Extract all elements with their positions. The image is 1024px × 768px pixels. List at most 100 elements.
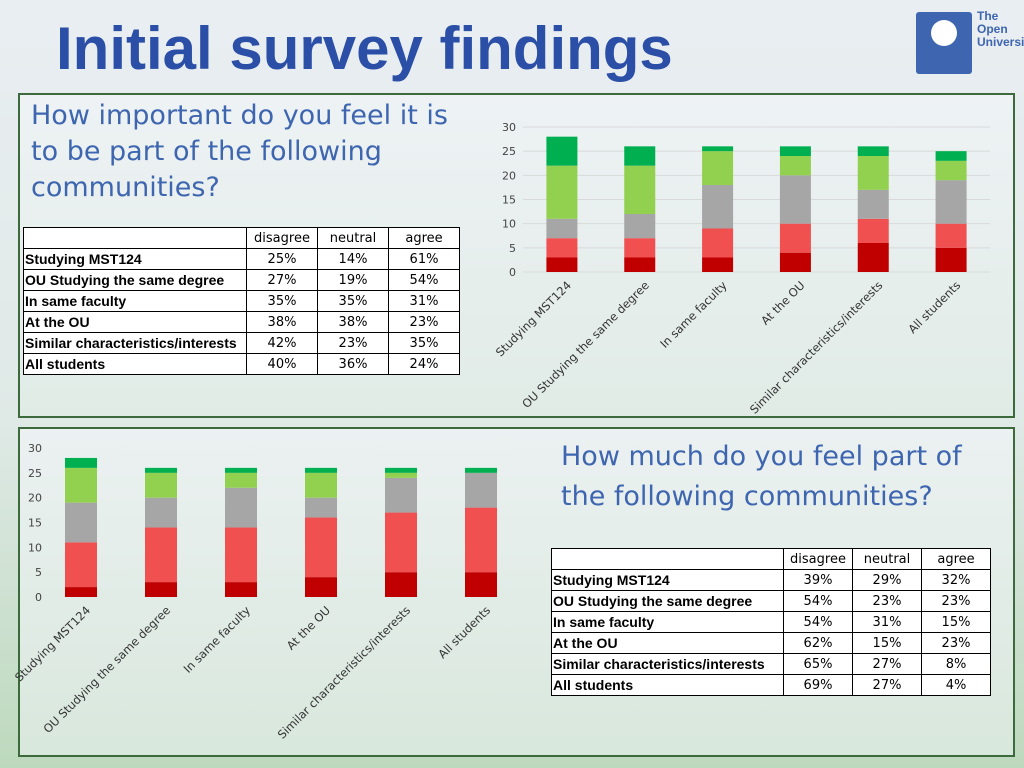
table-row: All students 69% 27% 4% <box>551 674 991 696</box>
cell-agree: 23% <box>921 590 991 612</box>
table-row: OU Studying the same degree 54% 23% 23% <box>551 590 991 612</box>
x-category-label: At the OU <box>284 603 333 652</box>
cell-disagree: 35% <box>246 290 318 312</box>
bar-segment <box>305 472 337 498</box>
cell-neutral: 15% <box>852 632 922 654</box>
y-tick-label: 5 <box>35 566 42 579</box>
bar-segment <box>225 467 257 473</box>
row-label: In same faculty <box>23 290 247 312</box>
y-tick-label: 0 <box>509 266 516 279</box>
row-label: Studying MST124 <box>551 569 784 591</box>
cell-neutral: 38% <box>317 311 389 333</box>
bar-segment <box>145 467 177 473</box>
cell-neutral: 23% <box>852 590 922 612</box>
bar-segment <box>857 218 889 243</box>
col-header-agree: agree <box>921 548 991 570</box>
cell-neutral: 31% <box>852 611 922 633</box>
y-tick-label: 30 <box>502 121 516 134</box>
table-row: At the OU 62% 15% 23% <box>551 632 991 654</box>
bar-segment <box>935 180 967 224</box>
table-row: At the OU 38% 38% 23% <box>23 311 460 333</box>
importance-table: disagree neutral agree Studying MST124 25… <box>23 227 460 375</box>
row-label: Similar characteristics/interests <box>551 653 784 675</box>
bar-segment <box>702 151 734 185</box>
cell-neutral: 19% <box>317 269 389 291</box>
table-row: OU Studying the same degree 27% 19% 54% <box>23 269 460 291</box>
table-row: In same faculty 54% 31% 15% <box>551 611 991 633</box>
bar-segment <box>546 238 578 258</box>
row-label: OU Studying the same degree <box>551 590 784 612</box>
cell-disagree: 69% <box>783 674 853 696</box>
table-header-row: disagree neutral agree <box>23 227 460 249</box>
bar-segment <box>65 587 97 597</box>
y-tick-label: 10 <box>28 541 42 554</box>
x-category-label: Similar characteristics/interests <box>747 278 885 416</box>
y-tick-label: 0 <box>35 591 42 604</box>
y-tick-label: 25 <box>28 467 42 480</box>
bar-segment <box>779 146 811 156</box>
bar-segment <box>465 572 497 597</box>
cell-agree: 35% <box>388 332 460 354</box>
cell-agree: 54% <box>388 269 460 291</box>
bar-segment <box>465 467 497 473</box>
cell-agree: 4% <box>921 674 991 696</box>
cell-neutral: 27% <box>852 653 922 675</box>
table-row: All students 40% 36% 24% <box>23 353 460 375</box>
bar-segment <box>385 477 417 513</box>
cell-disagree: 27% <box>246 269 318 291</box>
row-label: OU Studying the same degree <box>23 269 247 291</box>
bar-segment <box>145 472 177 498</box>
cell-neutral: 23% <box>317 332 389 354</box>
cell-neutral: 27% <box>852 674 922 696</box>
cell-agree: 8% <box>921 653 991 675</box>
bar-segment <box>305 517 337 578</box>
bar-segment <box>779 252 811 272</box>
row-label: At the OU <box>23 311 247 333</box>
bar-segment <box>65 457 97 468</box>
row-label: All students <box>23 353 247 375</box>
bar-segment <box>857 243 889 272</box>
y-tick-label: 20 <box>28 492 42 505</box>
cell-agree: 15% <box>921 611 991 633</box>
cell-disagree: 65% <box>783 653 853 675</box>
cell-agree: 61% <box>388 248 460 270</box>
x-category-label: Studying MST124 <box>12 603 93 684</box>
y-tick-label: 30 <box>28 442 42 455</box>
page-title: Initial survey findings <box>56 15 673 82</box>
cell-disagree: 25% <box>246 248 318 270</box>
table-row: Similar characteristics/interests 42% 23% 3… <box>23 332 460 354</box>
cell-disagree: 62% <box>783 632 853 654</box>
y-tick-label: 25 <box>502 145 516 158</box>
bar-segment <box>702 185 734 229</box>
col-header-neutral: neutral <box>852 548 922 570</box>
bar-segment <box>305 467 337 473</box>
bar-segment <box>702 146 734 152</box>
bar-segment <box>385 572 417 597</box>
bar-segment <box>857 146 889 156</box>
cell-neutral: 14% <box>317 248 389 270</box>
x-category-label: Similar characteristics/interests <box>275 603 413 741</box>
belonging-question: How much do you feel part of the followi… <box>561 441 962 512</box>
bar-segment <box>857 189 889 219</box>
cell-agree: 24% <box>388 353 460 375</box>
bar-segment <box>779 175 811 224</box>
bar-segment <box>385 472 417 478</box>
table-row: Studying MST124 39% 29% 32% <box>551 569 991 591</box>
bar-segment <box>779 223 811 253</box>
row-label: Studying MST124 <box>23 248 247 270</box>
logo-mark <box>916 12 972 74</box>
cell-agree: 23% <box>388 311 460 333</box>
logo-line-1: The Open <box>977 9 1008 36</box>
bar-segment <box>65 467 97 503</box>
cell-disagree: 54% <box>783 611 853 633</box>
bar-segment <box>225 487 257 528</box>
x-category-label: In same faculty <box>657 278 730 351</box>
cell-disagree: 38% <box>246 311 318 333</box>
bar-segment <box>225 582 257 597</box>
importance-question: How important do you feel it is to be pa… <box>31 100 448 203</box>
row-label: At the OU <box>551 632 784 654</box>
bar-segment <box>935 247 967 272</box>
belonging-table: disagree neutral agree Studying MST124 39… <box>551 548 991 696</box>
bar-segment <box>546 136 578 166</box>
